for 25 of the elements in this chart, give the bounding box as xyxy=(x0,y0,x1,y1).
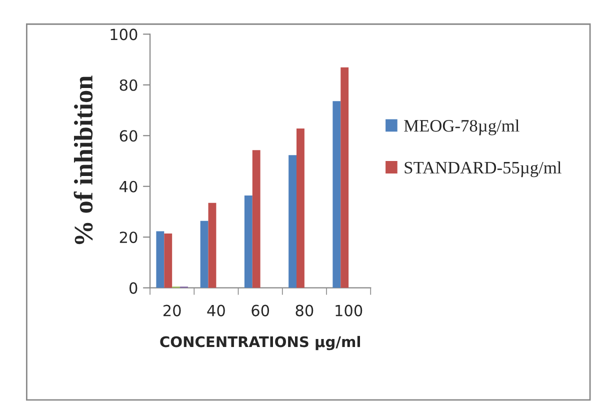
x-tick-label: 80 xyxy=(296,304,314,316)
x-tick-label: 40 xyxy=(207,304,225,316)
x-tick-label: 60 xyxy=(252,304,270,316)
x-tick-label: 100 xyxy=(336,304,362,316)
y-tick-label: 80 xyxy=(120,79,138,91)
y-tick-label: 0 xyxy=(130,282,138,294)
bar xyxy=(200,220,208,288)
legend-label: MEOG-78µg/ml xyxy=(404,120,520,136)
x-tick-label: 20 xyxy=(163,304,181,316)
bar xyxy=(156,231,164,288)
y-axis-title: % of inhibition xyxy=(74,76,93,244)
y-tick-label: 100 xyxy=(110,28,138,40)
bar xyxy=(296,128,304,288)
legend-label: STANDARD-55µg/ml xyxy=(404,161,562,178)
bar xyxy=(252,150,260,288)
bar xyxy=(340,67,349,288)
bar xyxy=(244,196,252,288)
y-tick-label: 60 xyxy=(120,130,138,142)
bar xyxy=(208,202,216,288)
bar xyxy=(288,155,297,288)
y-tick-label: 40 xyxy=(120,180,138,192)
y-tick-label: 20 xyxy=(120,232,138,244)
bar xyxy=(164,234,172,288)
bar xyxy=(332,101,341,288)
x-axis-title: CONCENTRATIONS µg/ml xyxy=(160,336,360,350)
